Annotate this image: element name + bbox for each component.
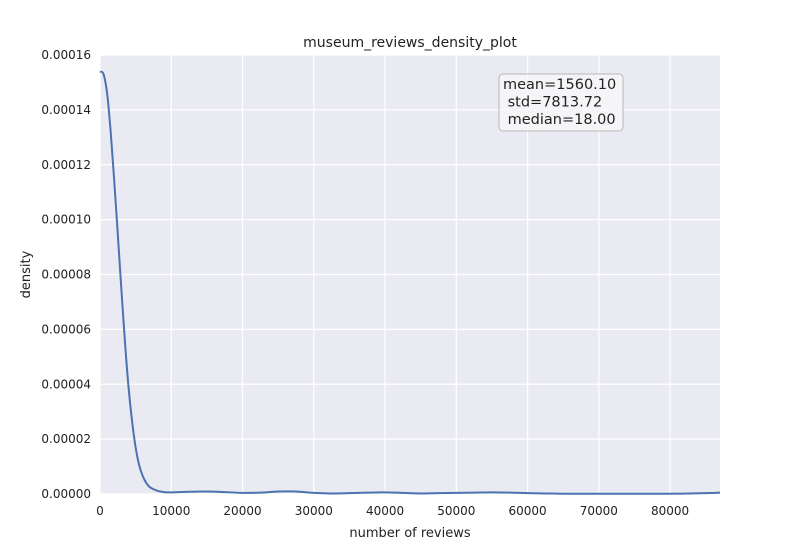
y-tick-label: 0.00010 [41, 213, 91, 227]
y-axis-ticks: 0.00000 0.00002 0.00004 0.00006 0.00008 0.000… [41, 48, 91, 501]
y-tick-label: 0.00004 [41, 377, 91, 391]
y-tick-label: 0.00008 [41, 268, 91, 282]
stats-std: std=7813.72 [503, 95, 602, 111]
x-tick-label: 40000 [366, 504, 404, 518]
x-tick-label: 80000 [651, 504, 689, 518]
x-axis-label: number of reviews [349, 526, 471, 541]
y-tick-label: 0.00014 [41, 103, 91, 117]
x-tick-label: 50000 [437, 504, 475, 518]
x-tick-label: 70000 [580, 504, 618, 518]
stats-box-frame [498, 73, 624, 132]
y-tick-label: 0.00006 [41, 322, 91, 336]
y-tick-label: 0.00002 [41, 432, 91, 446]
y-axis-label: density [19, 250, 34, 298]
x-tick-label: 10000 [152, 504, 190, 518]
x-tick-label: 0 [96, 504, 104, 518]
stats-annotation: mean=1560.10 std=7813.72 median=18.00 [498, 73, 624, 132]
x-tick-label: 20000 [223, 504, 261, 518]
stats-mean: mean=1560.10 [503, 77, 616, 93]
y-tick-label: 0.00000 [41, 487, 91, 501]
y-tick-label: 0.00012 [41, 158, 91, 172]
chart-title: museum_reviews_density_plot [303, 35, 517, 51]
x-axis-ticks: 0 10000 20000 30000 40000 50000 60000 70000 8000… [96, 504, 689, 518]
y-tick-label: 0.00016 [41, 48, 91, 62]
stats-median: median=18.00 [503, 112, 616, 128]
x-tick-label: 60000 [508, 504, 546, 518]
x-tick-label: 30000 [295, 504, 333, 518]
density-curve [99, 70, 721, 495]
